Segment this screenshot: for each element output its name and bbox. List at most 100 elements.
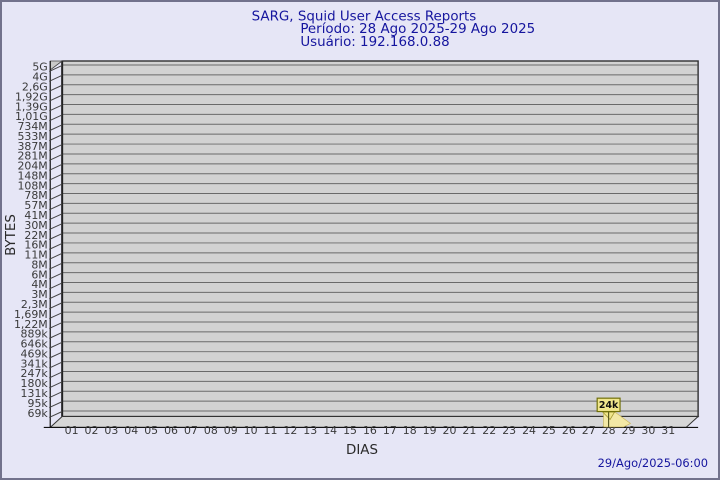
x-tick-label: 31 — [661, 424, 675, 437]
y-tick-connector — [49, 104, 63, 112]
y-tick-connector — [49, 153, 63, 161]
y-tick-label: 204M — [17, 160, 47, 173]
y-tick-connector — [49, 252, 63, 260]
x-tick-label: 05 — [144, 424, 158, 437]
y-tick-label: 57M — [24, 199, 47, 212]
y-tick-label: 889k — [21, 328, 49, 341]
y-tick-label: 78M — [24, 189, 47, 202]
generated-timestamp: 29/Ago/2025-06:00 — [598, 456, 708, 470]
x-tick-label: 24 — [522, 424, 536, 437]
x-tick-label: 22 — [482, 424, 496, 437]
y-tick-label: 2,6G — [22, 81, 48, 94]
y-tick-connector — [49, 203, 63, 211]
y-tick-label: 3M — [31, 288, 47, 301]
x-tick-label: 27 — [582, 424, 596, 437]
y-tick-connector — [49, 411, 63, 418]
x-tick-label: 25 — [542, 424, 556, 437]
y-tick-label: 1,01G — [15, 110, 48, 123]
y-axis-label: BYTES — [4, 214, 19, 256]
y-tick-label: 247k — [21, 367, 49, 380]
x-tick-label: 03 — [104, 424, 118, 437]
y-tick-label: 1,69M — [14, 308, 48, 321]
y-tick-connector — [49, 74, 63, 82]
y-tick-label: 30M — [24, 219, 47, 232]
y-tick-label: 69k — [28, 407, 49, 420]
y-tick-connector — [49, 272, 63, 280]
y-tick-label: 734M — [17, 120, 47, 133]
y-tick-label: 646k — [21, 338, 49, 351]
y-tick-connector — [49, 331, 63, 339]
y-axis-ticks: 5G4G2,6G1,92G1,39G1,01G734M533M387M281M2… — [14, 61, 63, 420]
x-tick-label: 07 — [184, 424, 198, 437]
y-tick-label: 1,22M — [14, 318, 48, 331]
x-tick-label: 16 — [363, 424, 377, 437]
y-tick-connector — [49, 223, 63, 231]
x-tick-label: 12 — [283, 424, 297, 437]
y-tick-connector — [49, 282, 63, 290]
y-tick-connector — [49, 351, 63, 359]
y-tick-connector — [49, 233, 63, 240]
y-tick-connector — [49, 193, 63, 201]
y-tick-connector — [49, 242, 63, 250]
y-tick-connector — [49, 65, 63, 72]
y-tick-label: 281M — [17, 150, 47, 163]
y-tick-connector — [49, 144, 63, 151]
x-tick-label: 20 — [443, 424, 457, 437]
y-tick-label: 469k — [21, 347, 49, 360]
x-tick-label: 30 — [641, 424, 655, 437]
y-tick-label: 11M — [24, 249, 47, 262]
y-tick-label: 533M — [17, 130, 47, 143]
y-tick-connector — [49, 84, 63, 92]
x-tick-label: 01 — [65, 424, 79, 437]
y-tick-label: 2,3M — [21, 298, 48, 311]
y-tick-label: 387M — [17, 140, 47, 153]
y-tick-connector — [49, 183, 63, 191]
chart-title: SARG, Squid User Access Reports — [252, 9, 477, 24]
y-tick-connector — [49, 262, 63, 270]
x-tick-label: 19 — [423, 424, 437, 437]
grid-lines — [62, 64, 698, 412]
y-tick-label: 131k — [21, 387, 49, 400]
y-tick-label: 8M — [31, 258, 47, 271]
x-tick-label: 06 — [164, 424, 178, 437]
y-tick-connector — [49, 341, 63, 349]
y-tick-label: 180k — [21, 377, 49, 390]
y-tick-label: 148M — [17, 169, 47, 182]
y-tick-label: 22M — [24, 229, 47, 242]
x-tick-label: 09 — [224, 424, 238, 437]
x-tick-label: 08 — [204, 424, 218, 437]
x-tick-label: 21 — [462, 424, 476, 437]
y-tick-label: 95k — [28, 397, 49, 410]
x-axis-label: DIAS — [346, 443, 378, 458]
y-tick-connector — [49, 381, 63, 389]
y-tick-connector — [49, 173, 63, 181]
x-tick-label: 10 — [244, 424, 258, 437]
y-tick-connector — [49, 292, 63, 300]
chart-subtitle-period: Período: 28 Ago 2025-29 Ago 2025 — [300, 21, 535, 37]
y-tick-label: 1,39G — [15, 100, 48, 113]
y-tick-label: 4M — [31, 278, 47, 291]
y-tick-label: 41M — [24, 209, 47, 222]
x-tick-label: 04 — [124, 424, 138, 437]
x-tick-label: 14 — [323, 424, 337, 437]
y-tick-label: 1,92G — [15, 90, 48, 103]
y-tick-label: 6M — [31, 268, 47, 281]
y-tick-connector — [49, 322, 63, 329]
x-tick-label: 23 — [502, 424, 516, 437]
data-point-day-28: 24k — [596, 397, 632, 428]
y-tick-connector — [49, 114, 63, 122]
y-tick-connector — [49, 391, 63, 399]
y-tick-connector — [49, 401, 63, 409]
y-tick-label: 4G — [32, 71, 47, 84]
chart-subtitle-user: Usuário: 192.168.0.88 — [300, 34, 449, 50]
y-tick-connector — [49, 371, 63, 379]
y-tick-connector — [49, 124, 63, 132]
x-tick-label: 26 — [562, 424, 576, 437]
y-tick-connector — [49, 163, 63, 171]
y-tick-label: 108M — [17, 179, 47, 192]
y-tick-label: 341k — [21, 357, 49, 370]
marker-value-label: 24k — [599, 400, 619, 411]
y-tick-connector — [49, 312, 63, 320]
